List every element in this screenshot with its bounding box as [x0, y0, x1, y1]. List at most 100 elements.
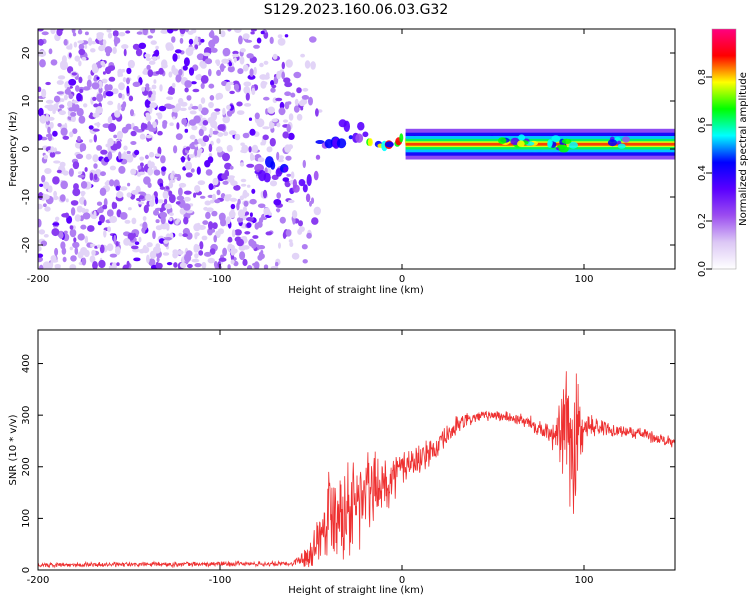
spectrogram-speckle — [71, 100, 79, 104]
spectrogram-speckle — [80, 181, 88, 189]
spectrogram-speckle — [198, 128, 204, 137]
spectrogram-speckle — [200, 38, 205, 43]
spectrogram-speckle — [239, 48, 246, 53]
spectrogram-speckle — [145, 114, 152, 122]
spectrogram-speckle — [59, 29, 64, 32]
spectrogram-speckle — [39, 114, 47, 124]
spectrogram-speckle — [288, 199, 295, 204]
spectrogram-speckle — [145, 57, 151, 62]
spectrogram-speckle — [78, 43, 85, 51]
spectrogram-speckle — [70, 207, 76, 216]
spectrogram-speckle — [315, 108, 319, 117]
spectrogram-speckle — [70, 255, 77, 262]
spectrogram-speckle — [56, 80, 64, 85]
spectrogram-speckle — [92, 261, 98, 269]
spectrogram-speckle — [50, 146, 55, 153]
spectrogram-speckle — [298, 100, 306, 107]
spectrogram-speckle — [111, 201, 116, 210]
spectrogram-speckle — [216, 138, 221, 144]
spectrogram-signal-blob — [399, 133, 404, 143]
spectrogram-speckle — [258, 252, 263, 257]
spectrogram-speckle — [284, 91, 292, 96]
spectrogram-speckle — [144, 154, 149, 160]
spectrogram-trace-bump — [518, 134, 526, 141]
spectrogram-speckle — [214, 199, 221, 204]
spectrogram-speckle — [176, 250, 184, 255]
spectrogram-speckle — [276, 151, 280, 161]
spectrogram-speckle — [55, 216, 60, 221]
spectrogram-speckle — [96, 145, 103, 151]
spectrogram-speckle — [127, 59, 135, 69]
spectrogram-speckle — [83, 103, 88, 108]
spectrogram-speckle — [180, 156, 186, 163]
spectrogram-speckle — [250, 29, 257, 32]
spectrogram-speckle — [127, 182, 131, 187]
spectrogram-speckle — [152, 121, 157, 129]
spectrogram-speckle — [257, 157, 265, 163]
spectrogram-speckle — [84, 235, 89, 244]
spectrogram-speckle — [238, 35, 243, 45]
spectrogram-speckle — [167, 104, 176, 109]
spectrogram-speckle — [164, 198, 168, 205]
spectrogram-speckle — [234, 29, 242, 33]
spectrogram-speckle — [112, 88, 119, 95]
spectrogram-speckle — [127, 207, 132, 211]
spectrogram-speckle — [104, 46, 113, 54]
spectrogram-speckle — [236, 238, 245, 247]
spectrogram-speckle — [42, 194, 50, 200]
spectrogram-speckle — [165, 42, 171, 51]
spectrogram-speckle — [185, 172, 193, 178]
spectrogram-speckle — [93, 210, 97, 220]
spectrogram-speckle — [159, 84, 163, 92]
spectrogram-speckle — [185, 29, 189, 33]
spectrogram-speckle — [90, 48, 96, 53]
spectrogram-speckle — [116, 262, 120, 266]
spectrogram-trace-bump — [607, 139, 618, 147]
spectrogram-speckle — [50, 255, 57, 262]
spectrogram-speckle — [240, 183, 247, 187]
spectrogram-speckle — [92, 96, 97, 101]
spectrogram-speckle — [72, 188, 81, 197]
spectrogram-speckle — [123, 145, 128, 151]
spectrogram-speckle — [38, 134, 43, 141]
spectrogram-speckle — [200, 82, 205, 89]
spectrogram-speckle — [146, 254, 150, 264]
spectrogram-speckle — [201, 125, 205, 130]
spectrogram-speckle — [232, 50, 239, 55]
spectrogram-speckle — [161, 166, 167, 172]
spectrogram-speckle — [240, 236, 248, 241]
spectrogram-speckle — [132, 81, 141, 88]
spectrogram-speckle — [114, 35, 118, 41]
spectrogram-speckle — [244, 231, 251, 235]
spectrogram-speckle — [242, 33, 250, 40]
spectrogram-speckle — [302, 87, 309, 92]
spectrogram-speckle — [41, 31, 49, 36]
spectrogram-speckle — [52, 130, 58, 137]
spectrogram-speckle — [201, 235, 208, 241]
spectrogram-speckle — [149, 250, 157, 259]
spectrogram-speckle — [107, 32, 113, 39]
spectrogram-speckle — [92, 128, 100, 132]
spectrogram-speckle — [39, 183, 44, 187]
spectrogram-speckle — [289, 241, 294, 247]
spectrogram-speckle — [285, 59, 293, 68]
spectrogram-speckle — [199, 195, 206, 199]
spectrogram-speckle — [257, 245, 266, 250]
spectrogram-speckle — [239, 251, 246, 261]
spectrogram-speckle — [194, 44, 199, 50]
spectrogram-speckle — [233, 83, 240, 91]
spectrogram-speckle — [59, 194, 66, 202]
spectrogram-speckle — [193, 192, 197, 198]
spectrogram-speckle — [67, 88, 72, 97]
spectrogram-speckle — [251, 87, 256, 95]
spectrogram-speckle — [198, 250, 204, 256]
spectrogram-speckle — [112, 46, 117, 55]
spectrogram-speckle — [76, 205, 83, 213]
spectrogram-speckle — [247, 74, 256, 80]
spectrogram-speckle — [188, 67, 195, 76]
spectrogram-speckle — [227, 65, 235, 73]
spectrogram-speckle — [240, 149, 248, 153]
spectrogram-signal-blob — [362, 131, 369, 138]
spectrogram-speckle — [275, 261, 279, 267]
spectrogram-speckle — [142, 123, 148, 130]
